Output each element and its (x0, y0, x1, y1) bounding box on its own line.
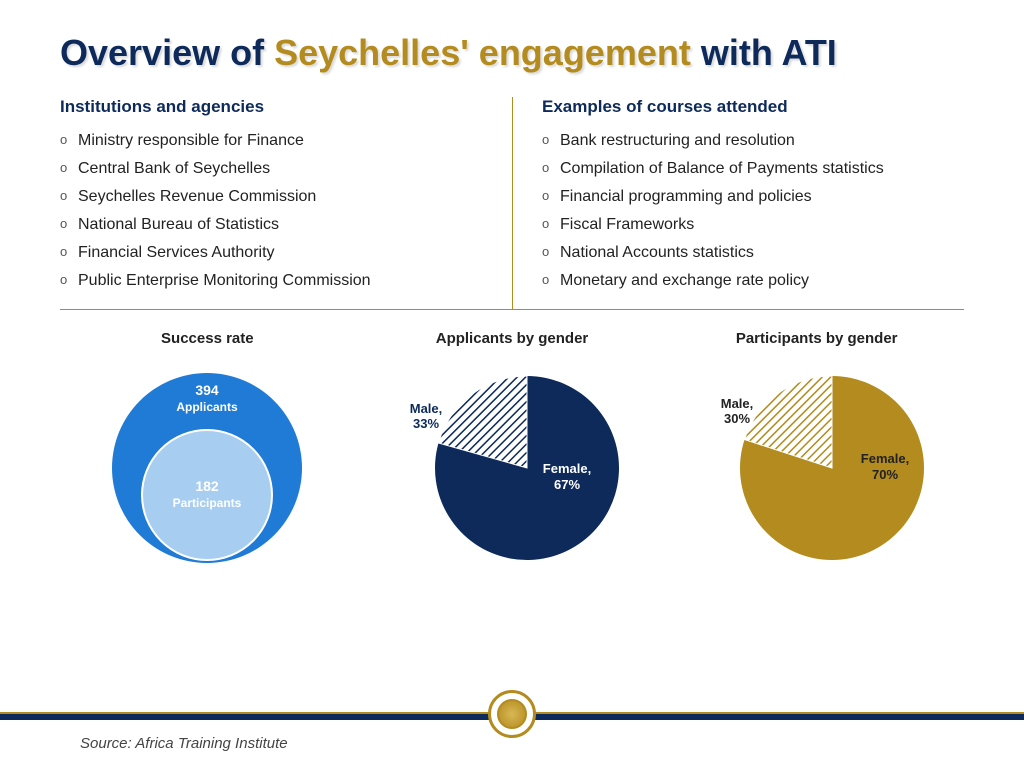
vertical-divider (512, 97, 513, 309)
list-item: Public Enterprise Monitoring Commission (60, 267, 482, 295)
female-label-2: 67% (554, 477, 580, 492)
charts-row: Success rate 394 Applicants 182 Particip… (60, 330, 964, 573)
list-item: Compilation of Balance of Payments stati… (542, 155, 964, 183)
list-item: Financial programming and policies (542, 183, 964, 211)
right-heading: Examples of courses attended (542, 97, 964, 117)
female-label-2: 70% (872, 467, 898, 482)
applicants-pie-svg: Male, 33% Female, 67% (372, 353, 652, 573)
female-label-1: Female, (860, 451, 908, 466)
chart-title: Applicants by gender (365, 330, 660, 347)
applicants-gender-chart: Applicants by gender Male, 33% Female, (365, 330, 660, 573)
inner-label: Participants (173, 496, 242, 510)
two-column-section: Institutions and agencies Ministry respo… (60, 97, 964, 310)
outer-label: Applicants (177, 400, 239, 414)
male-label-1: Male, (720, 396, 753, 411)
list-item: Fiscal Frameworks (542, 211, 964, 239)
right-column: Examples of courses attended Bank restru… (482, 97, 964, 295)
female-label-1: Female, (543, 461, 591, 476)
page-title: Overview of Seychelles' engagement with … (60, 32, 964, 73)
list-item: Central Bank of Seychelles (60, 155, 482, 183)
male-label-2: 33% (413, 416, 439, 431)
success-rate-svg: 394 Applicants 182 Participants (77, 353, 337, 573)
list-item: National Bureau of Statistics (60, 211, 482, 239)
title-prefix: Overview of (60, 32, 274, 73)
participants-pie-svg: Male, 30% Female, 70% (677, 353, 957, 573)
chart-title: Participants by gender (669, 330, 964, 347)
seal-icon (488, 690, 536, 738)
inner-circle (142, 430, 272, 560)
list-item: Financial Services Authority (60, 239, 482, 267)
list-item: Bank restructuring and resolution (542, 127, 964, 155)
inner-value: 182 (196, 478, 220, 494)
list-item: Seychelles Revenue Commission (60, 183, 482, 211)
left-heading: Institutions and agencies (60, 97, 482, 117)
courses-list: Bank restructuring and resolution Compil… (542, 127, 964, 295)
chart-title: Success rate (60, 330, 355, 347)
list-item: National Accounts statistics (542, 239, 964, 267)
male-label-1: Male, (410, 401, 443, 416)
institutions-list: Ministry responsible for Finance Central… (60, 127, 482, 295)
title-highlight: Seychelles' engagement (274, 32, 691, 73)
participants-gender-chart: Participants by gender Male, 30% Female, (669, 330, 964, 573)
success-rate-chart: Success rate 394 Applicants 182 Particip… (60, 330, 355, 573)
source-text: Source: Africa Training Institute (80, 735, 288, 752)
title-suffix: with ATI (691, 32, 837, 73)
left-column: Institutions and agencies Ministry respo… (60, 97, 482, 295)
list-item: Ministry responsible for Finance (60, 127, 482, 155)
list-item: Monetary and exchange rate policy (542, 267, 964, 295)
male-label-2: 30% (724, 411, 750, 426)
outer-value: 394 (196, 382, 220, 398)
